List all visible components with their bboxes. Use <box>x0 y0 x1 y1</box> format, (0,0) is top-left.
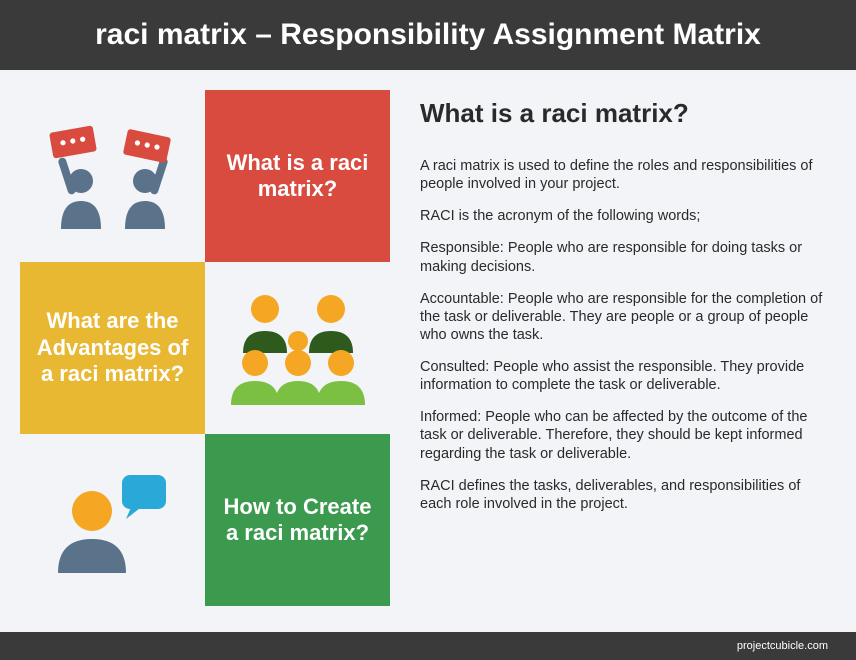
content-paragraph: Responsible: People who are responsible … <box>420 239 824 275</box>
tile-icon-group <box>205 262 390 434</box>
page-title: raci matrix – Responsibility Assignment … <box>95 18 761 51</box>
content-panel: What is a raci matrix? A raci matrix is … <box>390 70 856 626</box>
tile-what-is: What is a raci matrix? <box>205 90 390 262</box>
footer-bar: projectcubicle.com <box>0 632 856 660</box>
header-bar: raci matrix – Responsibility Assignment … <box>0 0 856 70</box>
tile-how-create: How to Create a raci matrix? <box>205 434 390 606</box>
content-paragraph: Accountable: People who are responsible … <box>420 290 824 344</box>
footer-text: projectcubicle.com <box>737 640 828 652</box>
content-paragraph: Informed: People who can be affected by … <box>420 408 824 462</box>
people-signs-icon <box>43 121 183 231</box>
tile-icon-people-signs <box>20 90 205 262</box>
group-people-icon <box>223 283 373 413</box>
chat-person-icon <box>48 465 178 575</box>
tile-label: What are the Advantages of a raci matrix… <box>32 308 193 387</box>
tile-grid: What is a raci matrix? What are the Adva… <box>0 70 390 626</box>
tile-label: How to Create a raci matrix? <box>217 494 378 547</box>
content-paragraph: A raci matrix is used to define the role… <box>420 157 824 193</box>
content-paragraph: RACI defines the tasks, deliverables, an… <box>420 477 824 513</box>
tile-advantages: What are the Advantages of a raci matrix… <box>20 262 205 434</box>
tile-label: What is a raci matrix? <box>217 150 378 203</box>
main-area: What is a raci matrix? What are the Adva… <box>0 70 856 626</box>
content-paragraph: Consulted: People who assist the respons… <box>420 358 824 394</box>
tile-icon-chat <box>20 434 205 606</box>
content-title: What is a raci matrix? <box>420 98 824 129</box>
content-paragraph: RACI is the acronym of the following wor… <box>420 207 824 225</box>
